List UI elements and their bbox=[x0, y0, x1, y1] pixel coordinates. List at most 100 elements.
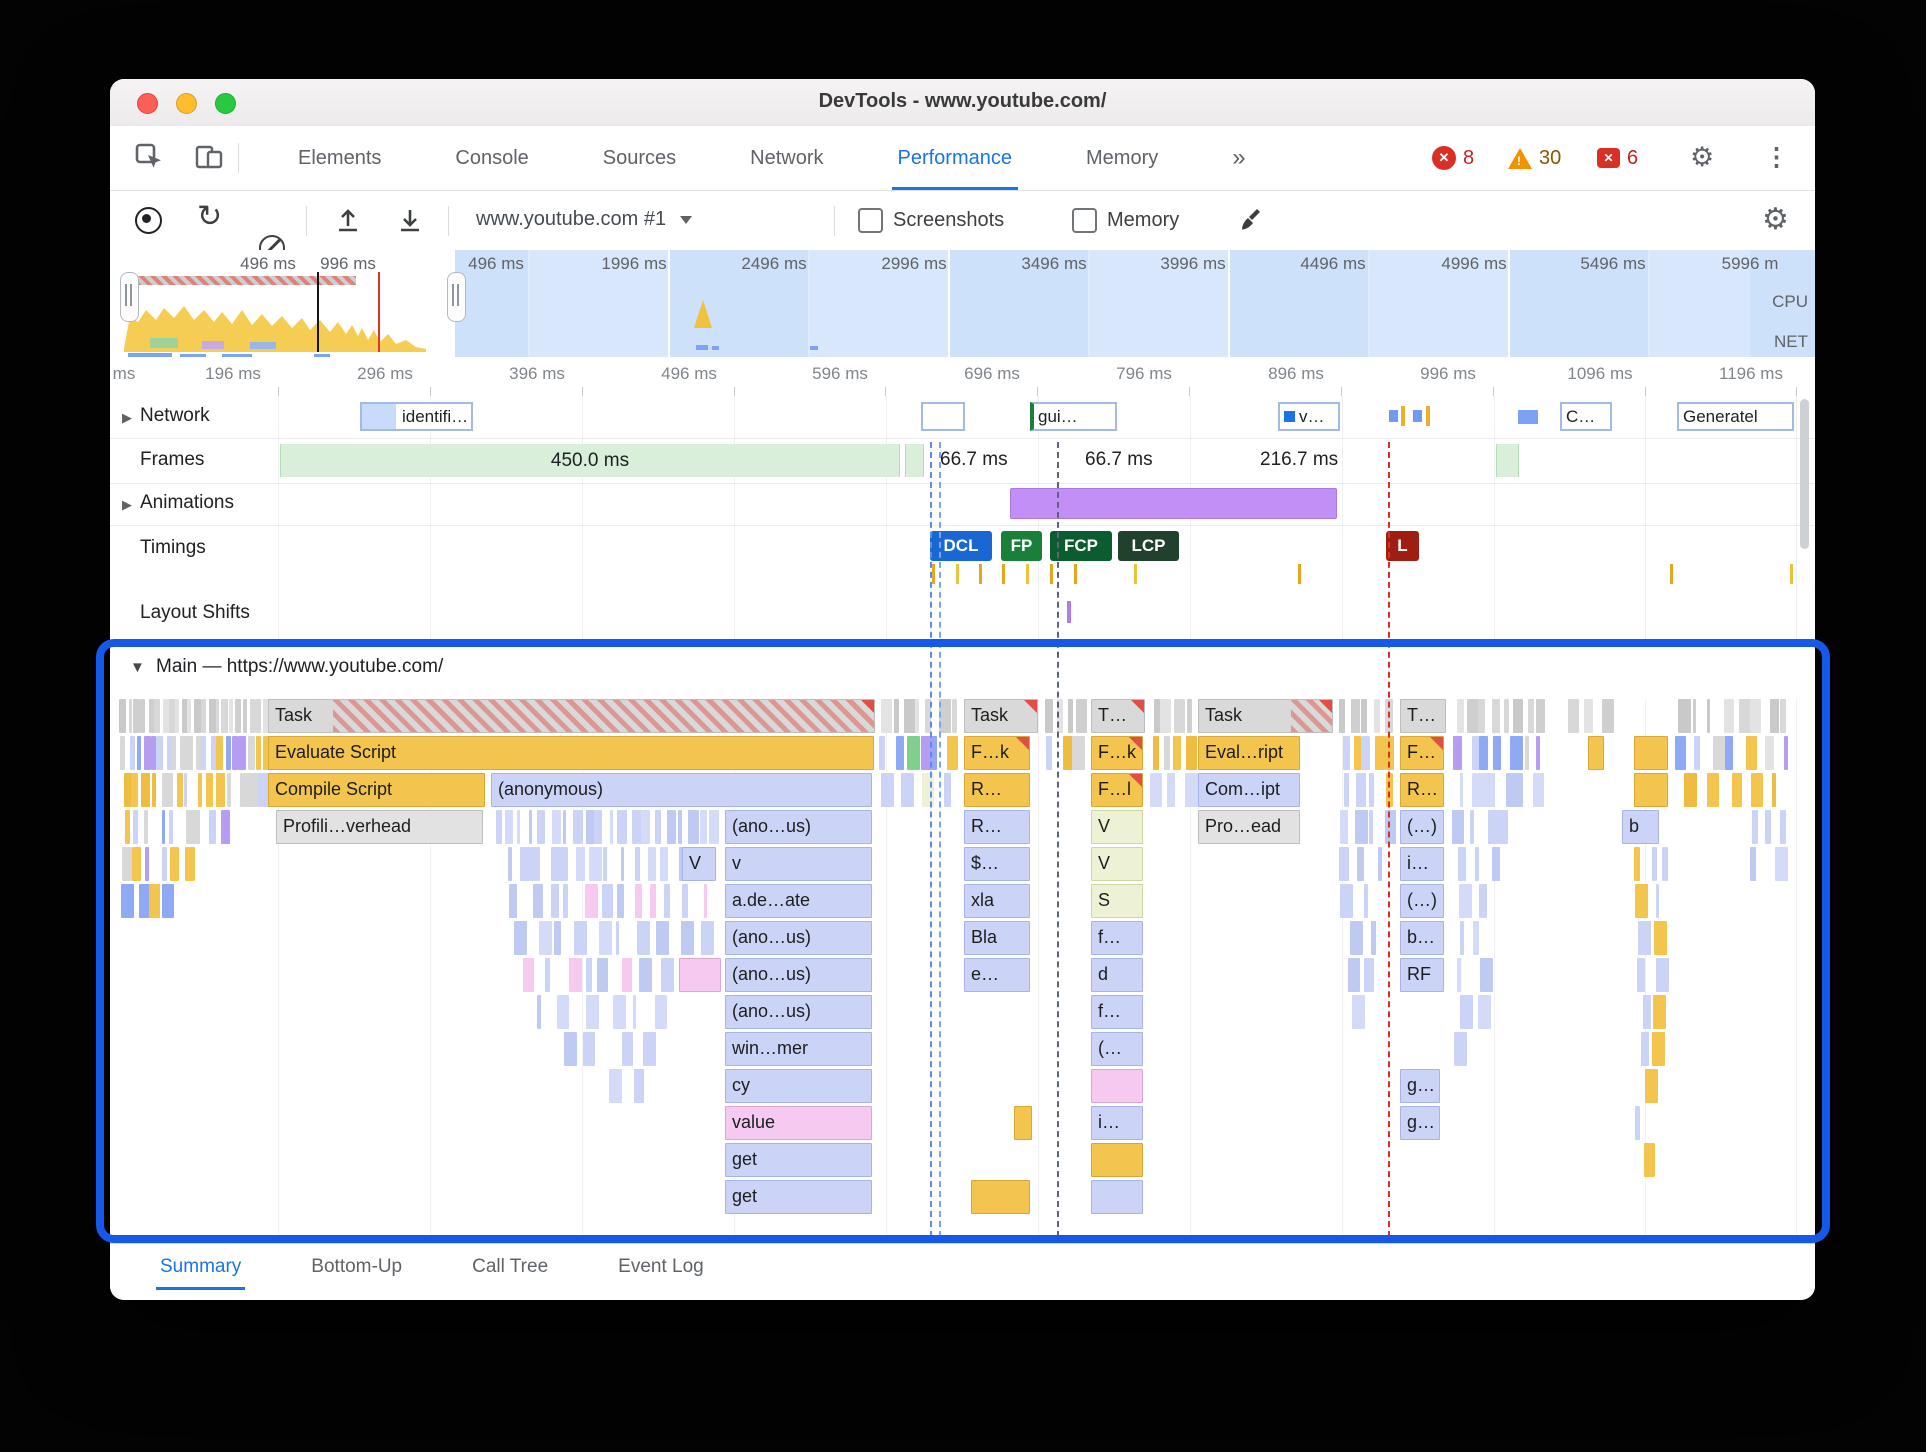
flame-event-sliver[interactable] bbox=[185, 810, 199, 844]
flame-event-sliver[interactable] bbox=[1457, 958, 1461, 992]
flame-event-sliver[interactable] bbox=[1491, 847, 1500, 881]
flame-event-sliver[interactable] bbox=[1652, 1032, 1666, 1066]
main-expander-icon[interactable]: ▼ bbox=[130, 659, 145, 676]
flame-event-sliver[interactable] bbox=[1723, 699, 1734, 733]
network-request-item[interactable]: identifi… bbox=[360, 402, 473, 431]
flame-event-sliver[interactable] bbox=[143, 736, 151, 770]
flame-event-bar[interactable] bbox=[1634, 773, 1668, 807]
flame-event-sliver[interactable] bbox=[170, 736, 177, 770]
flame-event-sliver[interactable] bbox=[1343, 736, 1351, 770]
flame-event-sliver[interactable] bbox=[1374, 699, 1381, 733]
flame-event-sliver[interactable] bbox=[179, 736, 188, 770]
flame-event-sliver[interactable] bbox=[247, 773, 259, 807]
flame-event-sliver[interactable] bbox=[931, 736, 937, 770]
flame-event-sliver[interactable] bbox=[537, 810, 545, 844]
flame-event-sliver[interactable] bbox=[1173, 736, 1181, 770]
flame-event-bar[interactable]: e… bbox=[964, 958, 1030, 992]
flame-event-sliver[interactable] bbox=[519, 847, 531, 881]
flame-event-sliver[interactable] bbox=[1601, 699, 1614, 733]
flame-event-sliver[interactable] bbox=[943, 773, 951, 807]
flame-event-sliver[interactable] bbox=[141, 773, 150, 807]
flame-event-bar[interactable]: win…mer bbox=[725, 1032, 872, 1066]
flame-event-sliver[interactable] bbox=[1459, 773, 1463, 807]
flame-event-bar[interactable]: Pro…ead bbox=[1198, 810, 1300, 844]
flame-event-bar[interactable]: R… bbox=[1400, 773, 1444, 807]
flame-event-sliver[interactable] bbox=[150, 736, 156, 770]
flame-event-bar[interactable]: (… bbox=[1091, 1032, 1143, 1066]
animations-expander-icon[interactable]: ▶ bbox=[122, 497, 132, 512]
flame-event-sliver[interactable] bbox=[161, 810, 165, 844]
flame-event-sliver[interactable] bbox=[654, 810, 661, 844]
flame-event-bar[interactable]: Profili…verhead bbox=[276, 810, 483, 844]
flame-event-sliver[interactable] bbox=[1751, 773, 1764, 807]
tab-elements[interactable]: Elements bbox=[298, 147, 382, 169]
flame-event-sliver[interactable] bbox=[536, 995, 542, 1029]
flame-event-sliver[interactable] bbox=[508, 847, 513, 881]
flame-event-sliver[interactable] bbox=[1370, 921, 1377, 955]
flame-event-sliver[interactable] bbox=[1528, 699, 1534, 733]
zoom-window-button[interactable] bbox=[215, 93, 236, 114]
vertical-scrollbar-thumb[interactable] bbox=[1800, 399, 1809, 549]
flame-event-sliver[interactable] bbox=[1477, 699, 1486, 733]
flame-event-bar[interactable]: R… bbox=[964, 773, 1030, 807]
timing-marker-l[interactable]: L bbox=[1386, 531, 1419, 561]
timing-marker-fcp[interactable]: FCP bbox=[1050, 531, 1112, 561]
bottom-tab-call-tree[interactable]: Call Tree bbox=[472, 1256, 549, 1277]
flame-event-sliver[interactable] bbox=[1353, 736, 1362, 770]
flame-event-sliver[interactable] bbox=[175, 699, 180, 733]
flame-event-bar[interactable]: b… bbox=[1400, 921, 1444, 955]
flame-event-sliver[interactable] bbox=[562, 847, 569, 881]
flame-event-sliver[interactable] bbox=[1706, 699, 1710, 733]
flame-event-sliver[interactable] bbox=[615, 921, 620, 955]
flame-event-bar[interactable]: cy bbox=[725, 1069, 872, 1103]
flame-event-sliver[interactable] bbox=[1643, 995, 1652, 1029]
flame-event-sliver[interactable] bbox=[162, 884, 174, 918]
flame-event-sliver[interactable] bbox=[574, 921, 588, 955]
flame-event-sliver[interactable] bbox=[562, 884, 568, 918]
flame-event-sliver[interactable] bbox=[1707, 773, 1719, 807]
frame-segment[interactable] bbox=[1496, 444, 1519, 477]
flame-event-sliver[interactable] bbox=[556, 995, 569, 1029]
flame-event-sliver[interactable] bbox=[215, 773, 226, 807]
flame-event-sliver[interactable] bbox=[639, 958, 652, 992]
flame-event-sliver[interactable] bbox=[1349, 921, 1363, 955]
flame-event-sliver[interactable] bbox=[1356, 847, 1365, 881]
flame-event-sliver[interactable] bbox=[1493, 736, 1501, 770]
flame-event-bar[interactable]: a.de…ate bbox=[725, 884, 872, 918]
flame-event-sliver[interactable] bbox=[1343, 773, 1350, 807]
flame-event-sliver[interactable] bbox=[1160, 699, 1172, 733]
flame-event-sliver[interactable] bbox=[514, 921, 527, 955]
flame-event-sliver[interactable] bbox=[169, 810, 173, 844]
flame-event-sliver[interactable] bbox=[1363, 884, 1368, 918]
flame-event-bar[interactable]: (ano…us) bbox=[725, 921, 872, 955]
flame-event-sliver[interactable] bbox=[1355, 773, 1367, 807]
flame-event-sliver[interactable] bbox=[508, 884, 517, 918]
flame-event-sliver[interactable] bbox=[216, 736, 223, 770]
inspect-element-icon[interactable] bbox=[134, 142, 164, 172]
flame-event-sliver[interactable] bbox=[915, 699, 919, 733]
flame-event-sliver[interactable] bbox=[1655, 958, 1669, 992]
flame-event-sliver[interactable] bbox=[1662, 847, 1669, 881]
flame-event-sliver[interactable] bbox=[231, 736, 238, 770]
flame-event-sliver[interactable] bbox=[1479, 736, 1488, 770]
flame-event-bar[interactable]: S bbox=[1091, 884, 1143, 918]
flame-event-sliver[interactable] bbox=[634, 1069, 644, 1103]
flame-event-bar[interactable]: g… bbox=[1400, 1106, 1440, 1140]
flame-event-sliver[interactable] bbox=[880, 699, 893, 733]
flame-event-sliver[interactable] bbox=[1452, 736, 1463, 770]
flame-event-sliver[interactable] bbox=[1731, 773, 1742, 807]
flame-event-sliver[interactable] bbox=[1361, 699, 1368, 733]
flame-event-sliver[interactable] bbox=[586, 995, 600, 1029]
flame-event-sliver[interactable] bbox=[593, 810, 602, 844]
flame-event-bar[interactable]: F…k bbox=[1091, 736, 1143, 770]
flame-event-sliver[interactable] bbox=[700, 810, 708, 844]
flame-event-sliver[interactable] bbox=[1769, 699, 1780, 733]
flame-event-sliver[interactable] bbox=[196, 810, 201, 844]
flame-event-sliver[interactable] bbox=[563, 810, 567, 844]
flame-event-sliver[interactable] bbox=[154, 699, 160, 733]
flame-event-sliver[interactable] bbox=[1340, 810, 1349, 844]
error-count-badge[interactable]: ✕ 8 bbox=[1432, 126, 1474, 190]
flame-event-sliver[interactable] bbox=[648, 847, 656, 881]
flame-event-sliver[interactable] bbox=[921, 736, 933, 770]
flame-event-sliver[interactable] bbox=[1724, 736, 1733, 770]
